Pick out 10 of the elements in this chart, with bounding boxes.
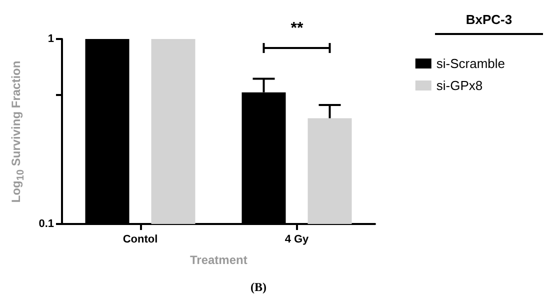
legend-label: si-GPx8 (436, 78, 483, 93)
y-tick-label: 0.1 (38, 218, 54, 230)
text: ** (290, 20, 304, 38)
x-tick-label: Contol (122, 234, 158, 246)
x-axis-title: Treatment (190, 253, 248, 267)
y-tick-label: 1 (48, 33, 54, 45)
x-tick-label: 4 Gy (284, 234, 310, 246)
legend-label: si-Scramble (436, 56, 505, 71)
text: (B) (250, 280, 266, 295)
legend-title: BxPC-3 (435, 12, 543, 35)
